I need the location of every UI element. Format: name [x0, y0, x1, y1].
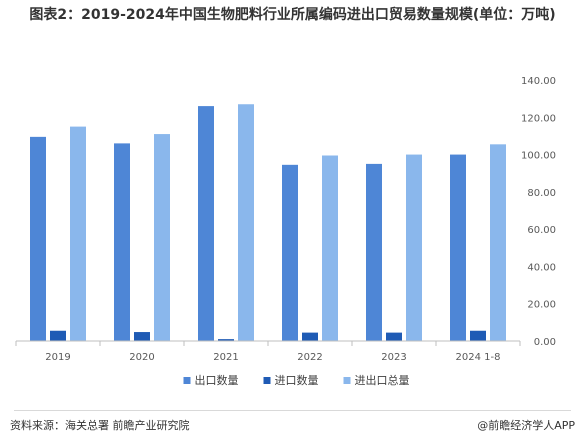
x-tick-label: 2020	[129, 352, 154, 363]
y-tick-label: 0.00	[534, 337, 556, 348]
bar-export-5	[450, 154, 466, 341]
bar-export-0	[30, 136, 46, 341]
bar-total-4	[406, 154, 422, 341]
y-tick-label: 140.00	[521, 76, 556, 87]
legend-swatch-export	[183, 377, 191, 384]
x-tick-label: 2023	[381, 352, 406, 363]
bars-group	[30, 104, 506, 341]
bar-total-2	[238, 104, 254, 341]
chart-title: 图表2：2019-2024年中国生物肥料行业所属编码进出口贸易数量规模(单位：万…	[29, 7, 556, 23]
y-tick-label: 40.00	[527, 262, 556, 273]
bar-export-1	[114, 143, 130, 341]
legend-label-total: 进出口总量	[355, 373, 410, 387]
x-tick-label: 2019	[45, 352, 70, 363]
brand-credit: @前瞻经济学人APP	[477, 419, 575, 432]
y-tick-label: 120.00	[521, 113, 556, 124]
y-tick-label: 60.00	[527, 225, 556, 236]
footer-divider	[14, 410, 571, 411]
legend: 出口数量 进口数量 进出口总量	[183, 373, 410, 387]
legend-swatch-import	[263, 377, 271, 384]
x-tick-label: 2021	[213, 352, 238, 363]
x-tick-label: 2022	[297, 352, 322, 363]
axes-group: 2019 2020 2021 2022 2023 2024 1-8 0.00 20.00 40.…	[15, 76, 556, 363]
y-tick-label: 100.00	[521, 151, 556, 162]
bar-import-4	[386, 332, 402, 341]
bar-import-5	[470, 330, 486, 341]
bar-export-4	[366, 163, 382, 341]
bar-import-3	[302, 332, 318, 341]
bar-import-1	[134, 332, 150, 341]
source-note: 资料来源：海关总署 前瞻产业研究院	[10, 419, 190, 432]
bar-export-3	[282, 164, 298, 341]
legend-swatch-total	[343, 377, 351, 384]
bar-total-3	[322, 155, 338, 341]
bar-import-2	[218, 339, 234, 341]
x-tick-label: 2024 1-8	[456, 352, 501, 363]
bar-import-0	[50, 330, 66, 341]
bar-export-2	[198, 106, 214, 341]
bar-total-1	[154, 134, 170, 341]
bar-total-0	[70, 126, 86, 341]
legend-label-export: 出口数量	[195, 373, 239, 387]
y-tick-label: 80.00	[527, 188, 556, 199]
y-tick-label: 20.00	[527, 300, 556, 311]
legend-label-import: 进口数量	[275, 374, 319, 387]
bar-total-5	[490, 144, 506, 341]
